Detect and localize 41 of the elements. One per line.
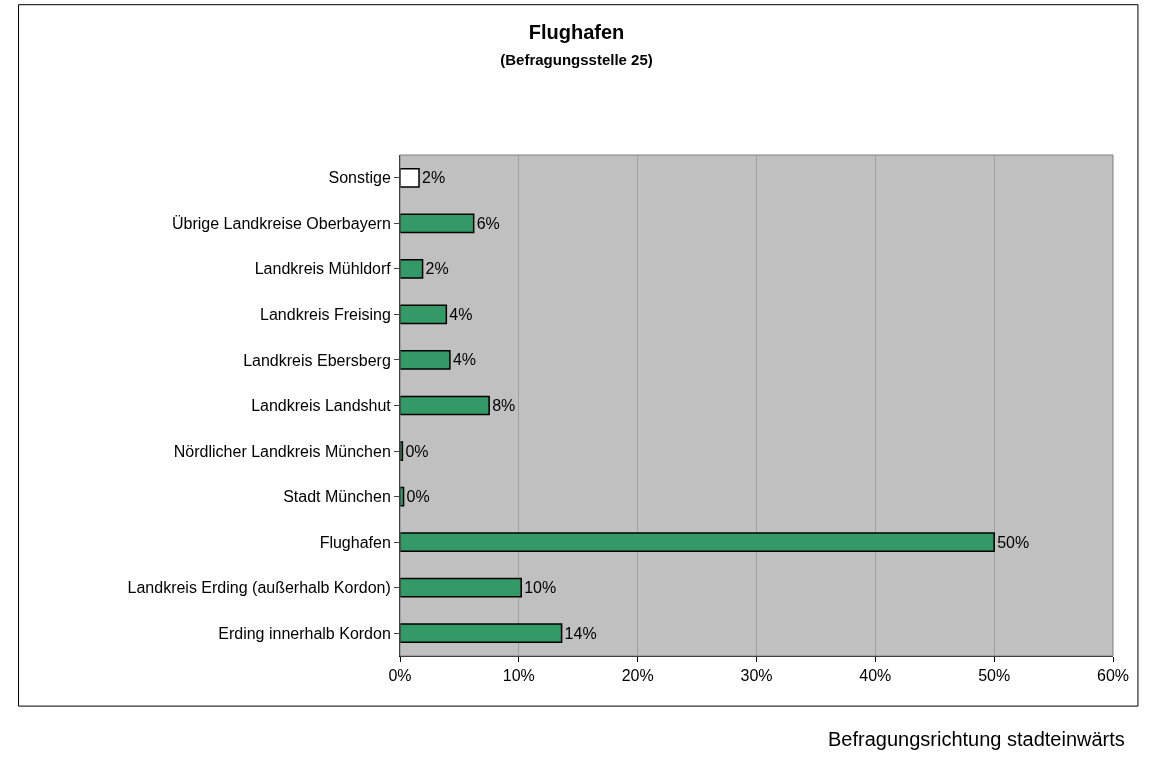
bar bbox=[400, 577, 522, 598]
y-tick-label: Nördlicher Landkreis München bbox=[173, 442, 391, 460]
x-tick-label: 40% bbox=[859, 667, 892, 685]
bar bbox=[400, 213, 475, 234]
bar bbox=[400, 395, 490, 416]
y-tick-label: Landkreis Freising bbox=[260, 306, 391, 324]
data-label: 14% bbox=[564, 624, 597, 642]
x-tick-label: 10% bbox=[502, 667, 535, 685]
y-tick-label: Stadt München bbox=[283, 488, 391, 506]
data-label: 8% bbox=[492, 397, 516, 414]
y-tick-label: Erding innerhalb Kordon bbox=[218, 624, 391, 642]
x-tick-label: 20% bbox=[621, 667, 654, 685]
data-label: 2% bbox=[422, 169, 446, 187]
y-tick-label: Landkreis Mühldorf bbox=[254, 260, 392, 278]
bar bbox=[400, 259, 424, 279]
y-tick-label: Landkreis Erding (außerhalb Kordon) bbox=[127, 579, 391, 597]
data-label: 6% bbox=[476, 214, 500, 232]
x-tick-label: 30% bbox=[740, 667, 773, 685]
chart-subtitle: (Befragungsstelle 25) bbox=[500, 50, 653, 68]
x-tick-label: 0% bbox=[388, 667, 412, 685]
bar bbox=[400, 350, 451, 370]
bar bbox=[400, 304, 448, 325]
data-label: 4% bbox=[452, 351, 477, 369]
bar bbox=[400, 532, 995, 552]
data-label: 50% bbox=[997, 533, 1030, 551]
data-label: 2% bbox=[425, 260, 449, 278]
y-tick-label: Übrige Landkreise Oberbayern bbox=[172, 214, 391, 232]
data-label: 10% bbox=[524, 579, 557, 597]
text: Befragungsrichtung stadteinwärts bbox=[828, 728, 1125, 750]
x-tick-label: 60% bbox=[1096, 667, 1130, 685]
bar bbox=[400, 623, 563, 644]
x-tick-label: 50% bbox=[978, 667, 1011, 685]
y-tick-label: Flughafen bbox=[319, 533, 391, 551]
chart-title: Flughafen bbox=[528, 20, 625, 43]
data-label: 4% bbox=[449, 305, 473, 323]
data-label: 0% bbox=[406, 488, 430, 506]
y-tick-label: Sonstige bbox=[328, 169, 391, 187]
bar bbox=[400, 167, 420, 188]
data-label: 0% bbox=[405, 442, 429, 460]
y-tick-label: Landkreis Landshut bbox=[251, 397, 392, 415]
y-tick-label: Landkreis Ebersberg bbox=[243, 351, 391, 369]
